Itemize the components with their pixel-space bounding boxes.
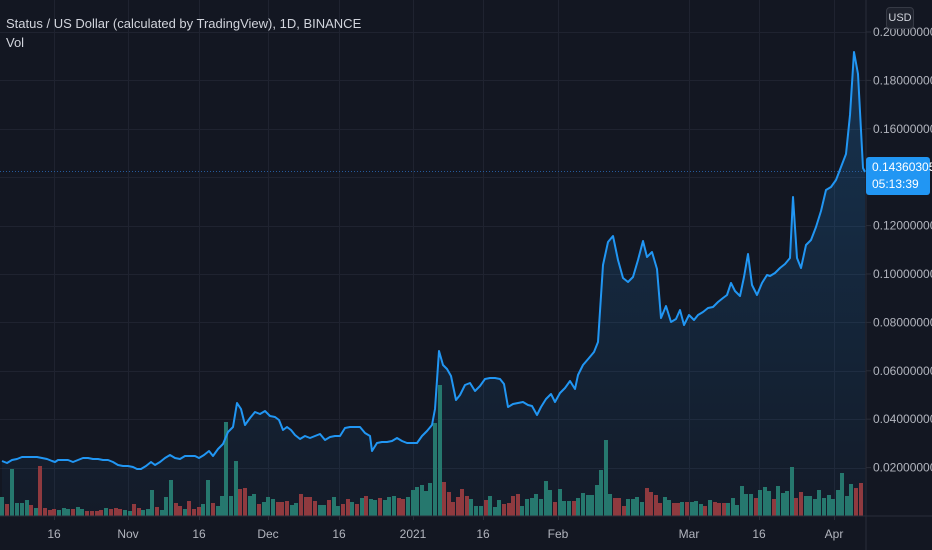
price-tick: 0.18000000 bbox=[873, 73, 932, 87]
price-tick: 0.08000000 bbox=[873, 315, 932, 329]
time-tick: Apr bbox=[825, 527, 844, 541]
time-tick: Mar bbox=[679, 527, 700, 541]
time-tick: Nov bbox=[117, 527, 138, 541]
time-tick: 16 bbox=[332, 527, 346, 541]
volume-bars bbox=[0, 385, 863, 516]
time-tick: Feb bbox=[548, 527, 569, 541]
time-scale[interactable]: 16 Nov 16 Dec 16 2021 16 Feb Mar 16 Apr bbox=[47, 516, 843, 541]
chart-legend: Status / US Dollar (calculated by Tradin… bbox=[6, 14, 361, 52]
time-tick: 16 bbox=[752, 527, 766, 541]
time-tick: 16 bbox=[47, 527, 61, 541]
symbol-title[interactable]: Status / US Dollar (calculated by Tradin… bbox=[6, 16, 362, 31]
time-tick: 2021 bbox=[400, 527, 427, 541]
price-tick: 0.02000000 bbox=[873, 461, 932, 475]
price-area-fill bbox=[2, 52, 865, 516]
price-line bbox=[1, 51, 866, 470]
time-tick: 16 bbox=[476, 527, 490, 541]
price-tick: 0.10000000 bbox=[873, 267, 932, 281]
currency-button[interactable]: USD bbox=[886, 7, 914, 29]
price-tick: 0.06000000 bbox=[873, 364, 932, 378]
bar-countdown: 05:13:39 bbox=[872, 177, 919, 191]
last-price-value: 0.14360305 bbox=[872, 160, 932, 174]
volume-indicator-label[interactable]: Vol bbox=[6, 35, 25, 50]
time-tick: Dec bbox=[257, 527, 278, 541]
price-tick: 0.04000000 bbox=[873, 412, 932, 426]
last-price-label: 0.14360305 05:13:39 bbox=[866, 157, 932, 195]
price-tick: 0.12000000 bbox=[873, 219, 932, 233]
price-tick: 0.16000000 bbox=[873, 122, 932, 136]
time-tick: 16 bbox=[192, 527, 206, 541]
